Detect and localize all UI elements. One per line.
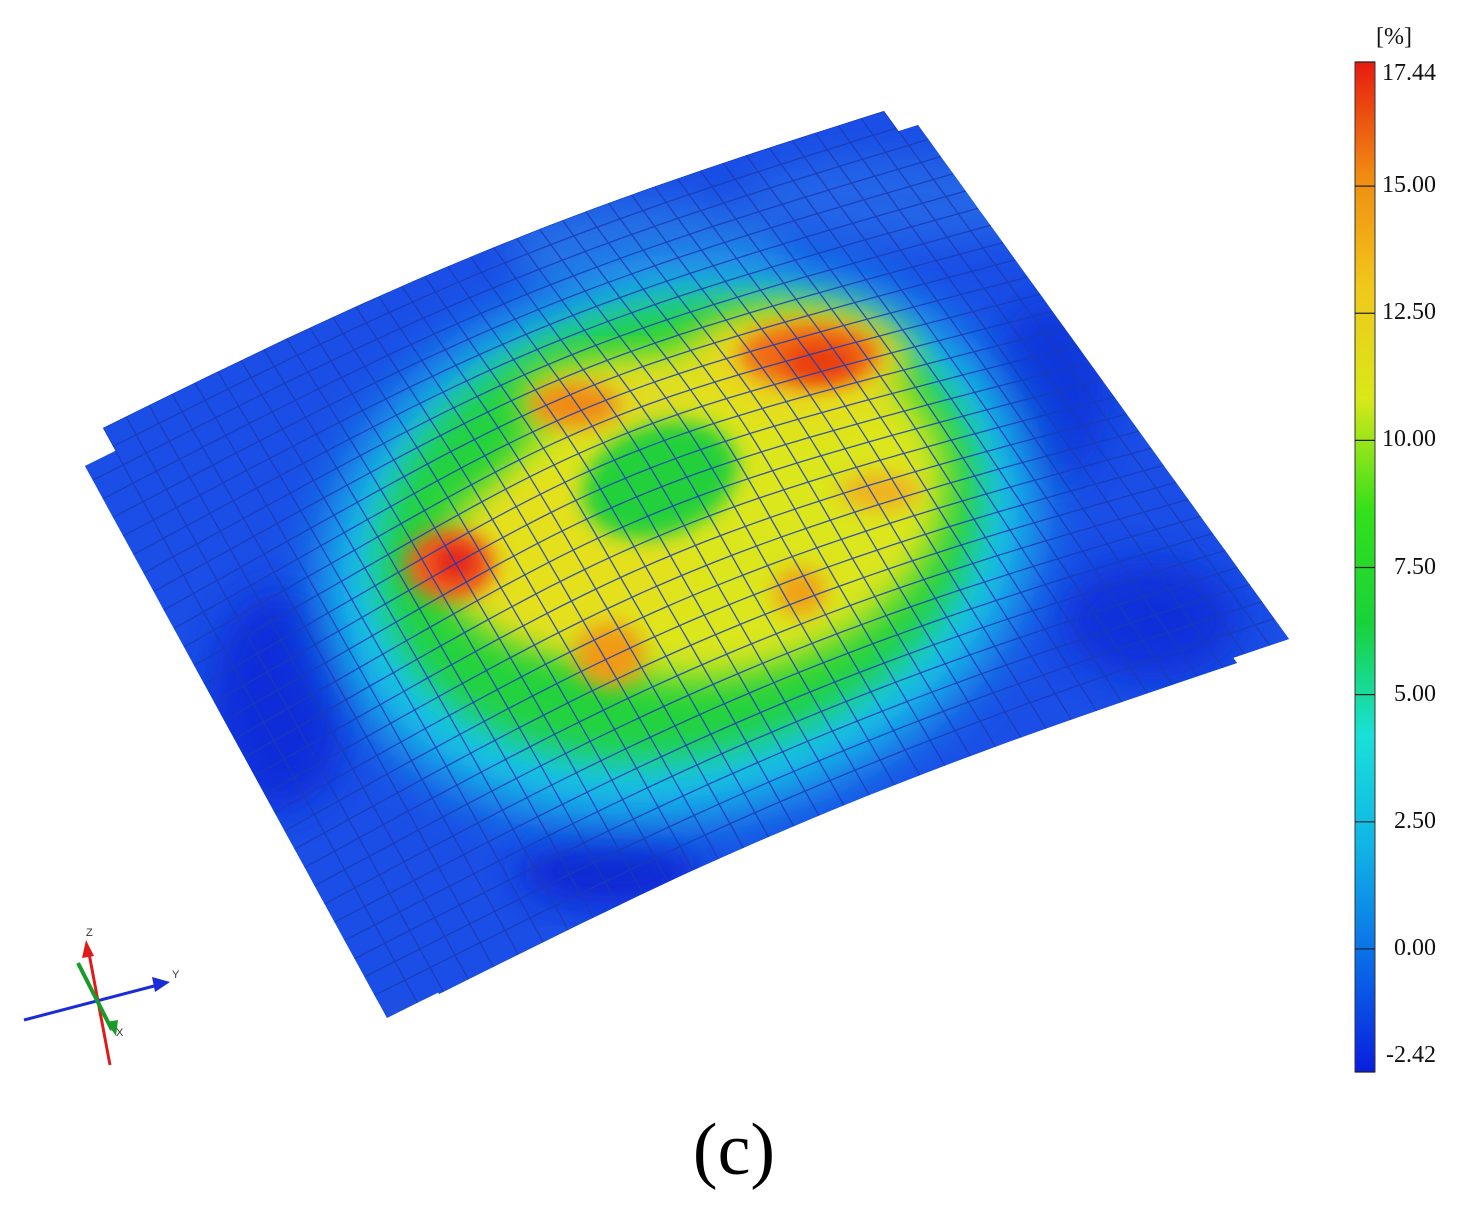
mesh-line: [292, 487, 1227, 875]
mesh-line: [282, 470, 1215, 857]
mesh-line: [93, 145, 977, 505]
mesh-line: [110, 389, 452, 1007]
mesh-line: [332, 554, 1278, 948]
mesh-line: [342, 571, 1289, 966]
mesh-line: [143, 232, 1040, 598]
mesh-line: [262, 437, 1190, 820]
colorbar-tick-label: 17.44: [1382, 60, 1436, 86]
mesh-line: [312, 521, 1253, 911]
mesh-line: [498, 214, 880, 812]
mesh-line: [636, 162, 1031, 753]
mesh-line: [819, 111, 1232, 680]
colorbar-tick-label: 2.50: [1394, 807, 1436, 834]
mesh-line: [864, 111, 1282, 662]
mesh-line: [202, 335, 1115, 710]
colorbar-unit-label: [%]: [1376, 24, 1412, 50]
mesh-line: [103, 162, 989, 523]
mesh-line: [796, 111, 1207, 688]
strain-contour-field: [85, 111, 1289, 1018]
mesh-line: [113, 180, 1002, 542]
mesh-line: [362, 604, 1289, 1002]
mesh-line: [178, 356, 528, 971]
mesh-line: [750, 122, 1156, 706]
colorbar-tick-label: 7.50: [1394, 553, 1436, 580]
colorbar-tick-label: 5.00: [1394, 680, 1436, 707]
mesh-line: [681, 146, 1081, 734]
mesh-line: [182, 301, 1090, 673]
mesh-line: [361, 271, 729, 877]
mesh-line: [247, 323, 603, 935]
mesh-line: [153, 249, 1052, 617]
mesh-line: [123, 197, 1015, 561]
mesh-line: [384, 261, 754, 866]
mesh-line: [567, 187, 955, 782]
mesh-line: [85, 111, 952, 467]
mesh-line: [338, 281, 704, 888]
colorbar-tick-label: 12.50: [1382, 299, 1436, 326]
panel-label: (c): [692, 1109, 776, 1191]
mesh-line: [242, 403, 1165, 783]
mesh-line: [544, 196, 930, 792]
colorbar-tick-label: 0.00: [1394, 934, 1436, 961]
mesh-line: [192, 318, 1102, 691]
mesh-line: [252, 420, 1177, 802]
deformed-sheet: [85, 111, 1289, 1018]
mesh-line: [453, 232, 829, 833]
mesh-line: [302, 504, 1240, 893]
mesh-line: [212, 352, 1127, 728]
mesh-line: [232, 386, 1152, 765]
mesh-line: [316, 292, 679, 900]
mesh-line: [352, 587, 1289, 984]
mesh-line: [133, 377, 477, 995]
mesh-line: [407, 251, 779, 855]
mesh-line: [842, 111, 1257, 671]
colorbar-tick-label: 15.00: [1382, 172, 1436, 199]
axis-y-label: Y: [172, 969, 180, 981]
axis-x-label: X: [116, 1027, 124, 1039]
mesh-line: [590, 178, 980, 772]
mesh-line: [704, 138, 1106, 725]
mesh-line: [133, 214, 1027, 579]
colorbar-tick-label: 10.00: [1382, 426, 1436, 453]
mesh-line: [659, 154, 1056, 743]
mesh-line: [322, 537, 1265, 930]
mesh-line: [727, 130, 1131, 715]
colorbar-ticks: [1355, 61, 1375, 1073]
mesh-line: [87, 400, 427, 1018]
colorbar: [1354, 61, 1376, 1073]
mesh-line: [430, 242, 804, 844]
mesh-line: [272, 454, 1202, 838]
mesh-line: [172, 284, 1077, 654]
mesh-line: [521, 205, 905, 802]
mesh-line: [163, 266, 1065, 635]
mesh-line: [201, 345, 553, 959]
mesh-line: [476, 223, 855, 823]
mesh-line: [155, 366, 503, 983]
mesh-line: [613, 170, 1005, 762]
mesh-line: [293, 302, 653, 911]
mesh-line: [85, 127, 964, 486]
axis-z-label: Z: [86, 927, 93, 939]
axis-triad: Z Y X: [23, 927, 180, 1066]
mesh-line: [270, 312, 628, 923]
mesh-line: [224, 334, 578, 947]
mesh-line: [222, 369, 1140, 747]
mesh-line: [773, 115, 1181, 697]
colorbar-tick-label: -2.42: [1386, 1042, 1436, 1068]
